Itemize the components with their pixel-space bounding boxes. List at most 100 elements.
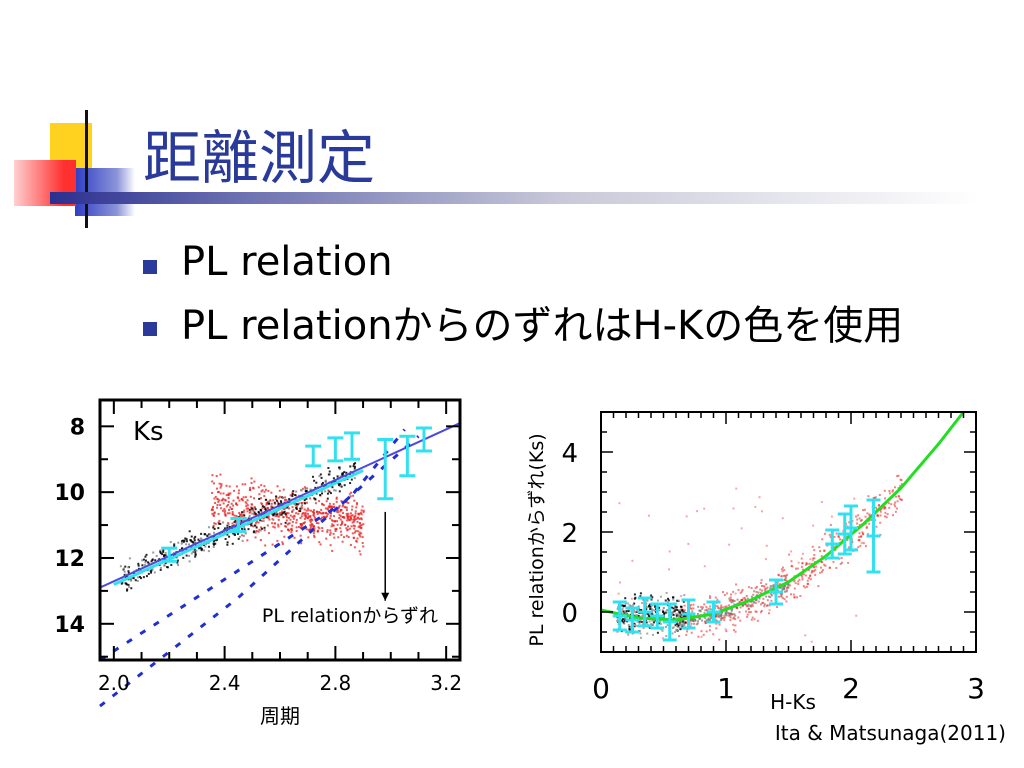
- data-point-black: [127, 570, 130, 573]
- data-point-black: [626, 616, 629, 619]
- data-point-red: [212, 524, 215, 527]
- data-point-red: [354, 510, 357, 513]
- pl-fit-line: [99, 422, 461, 589]
- data-point-black: [641, 602, 644, 605]
- data-point-black: [646, 606, 649, 609]
- data-point-red: [244, 483, 247, 486]
- data-point-gray: [709, 605, 712, 608]
- data-point-black: [241, 511, 244, 514]
- data-point-black: [151, 558, 154, 561]
- data-point-gray: [696, 612, 699, 615]
- data-point-gray: [717, 615, 720, 618]
- data-point-black: [294, 494, 297, 497]
- data-point-black: [313, 479, 316, 482]
- data-point-red: [734, 618, 737, 621]
- data-point-red: [719, 617, 722, 620]
- data-point-gray: [676, 620, 679, 623]
- data-point-black: [665, 635, 668, 638]
- data-point-black: [193, 539, 196, 542]
- data-point-gray: [701, 607, 704, 610]
- data-point-red: [729, 619, 732, 622]
- data-point-black: [338, 466, 341, 469]
- data-point-black: [272, 513, 275, 516]
- data-point-red: [796, 567, 799, 570]
- data-point-black: [631, 632, 634, 635]
- data-point-red: [351, 505, 354, 508]
- data-point-black: [243, 514, 246, 517]
- data-point-red: [314, 502, 317, 505]
- data-point-gray: [730, 612, 733, 615]
- data-point-red: [723, 594, 726, 597]
- data-point-red: [329, 506, 332, 509]
- data-point-black: [243, 526, 246, 529]
- data-point-red: [362, 511, 365, 514]
- data-point-black: [341, 472, 344, 475]
- data-point-red: [776, 606, 779, 609]
- data-point-red: [303, 508, 306, 511]
- data-point-red: [253, 497, 256, 500]
- data-point-red: [353, 525, 356, 528]
- data-point-red: [777, 573, 780, 576]
- data-point-red: [746, 615, 749, 618]
- data-point-red: [692, 603, 695, 606]
- data-point-red: [837, 536, 840, 539]
- data-point-red: [349, 512, 352, 515]
- data-point-red: [345, 509, 348, 512]
- data-point-red: [846, 525, 849, 528]
- data-point-red: [896, 475, 899, 478]
- data-point-red: [841, 561, 844, 564]
- data-point-red: [307, 509, 310, 512]
- data-point-black: [166, 566, 169, 569]
- data-point-red: [248, 511, 251, 514]
- data-point-red: [740, 590, 743, 593]
- data-point-black: [127, 583, 130, 586]
- data-point-black: [664, 599, 667, 602]
- data-point-gray: [757, 600, 760, 603]
- data-point-red: [317, 522, 320, 525]
- data-point-black: [272, 518, 275, 521]
- data-point-black: [674, 605, 677, 608]
- data-point-black: [624, 619, 627, 622]
- data-point-red: [277, 525, 280, 528]
- bullet-text-1: PL relation: [181, 239, 393, 285]
- data-point-red: [728, 613, 731, 616]
- data-point-red: [769, 593, 772, 596]
- data-point-red: [211, 480, 214, 483]
- data-point-red: [714, 615, 717, 618]
- data-point-black: [670, 606, 673, 609]
- data-point-red: [839, 562, 842, 565]
- data-point-red: [229, 492, 232, 495]
- data-point-black: [314, 499, 317, 502]
- data-point-red: [730, 593, 733, 596]
- data-point-black: [228, 535, 231, 538]
- data-point-red: [316, 513, 319, 516]
- data-point-gray: [783, 584, 786, 587]
- x-tick-label: 2.0: [98, 671, 130, 695]
- data-point-red: [868, 522, 871, 525]
- data-point-black: [152, 551, 155, 554]
- data-point-gray: [677, 614, 680, 617]
- data-point-red: [291, 524, 294, 527]
- data-point-gray: [750, 595, 753, 598]
- data-point-red: [304, 486, 307, 489]
- data-point-red: [271, 543, 274, 546]
- data-point-black: [243, 534, 246, 537]
- data-point-red: [868, 513, 871, 516]
- data-point-black: [633, 625, 636, 628]
- data-point-red: [360, 509, 363, 512]
- data-point-red: [828, 533, 831, 536]
- data-point-red: [352, 518, 355, 521]
- data-point-red: [244, 496, 247, 499]
- data-point-red: [329, 544, 332, 547]
- data-point-red: [305, 528, 308, 531]
- data-point-gray: [682, 621, 685, 624]
- data-point-red: [260, 519, 263, 522]
- data-point-red: [730, 613, 733, 616]
- data-point-red: [862, 542, 865, 545]
- data-point-red: [802, 585, 805, 588]
- data-point-gray: [771, 594, 774, 597]
- data-point-red: [765, 544, 768, 547]
- data-point-red: [257, 521, 260, 524]
- data-point-red: [860, 535, 863, 538]
- data-point-black: [231, 527, 234, 530]
